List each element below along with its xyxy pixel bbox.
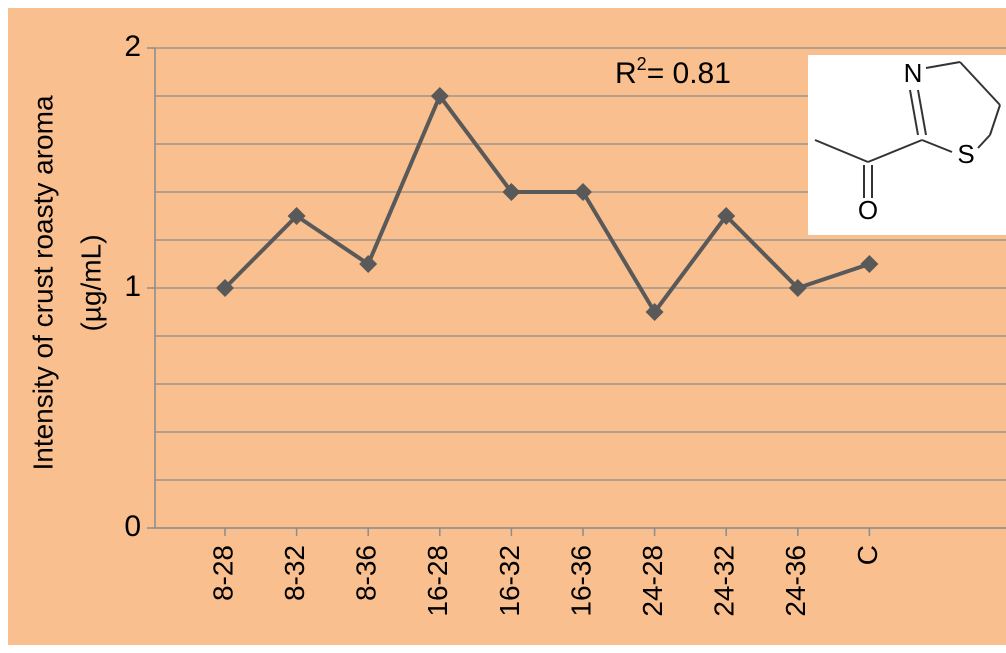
marker bbox=[645, 303, 664, 321]
annotation-text: R bbox=[615, 57, 637, 90]
y-tick-label: 2 bbox=[124, 30, 141, 63]
marker bbox=[287, 207, 306, 225]
x-tick-label: 16-32 bbox=[494, 545, 525, 617]
structure: N S O bbox=[808, 55, 1006, 235]
x-tick-label: 24-28 bbox=[637, 545, 668, 617]
x-tick-label: 16-28 bbox=[422, 545, 453, 617]
marker bbox=[430, 87, 449, 105]
structure-box bbox=[808, 55, 1006, 235]
marker bbox=[359, 255, 378, 273]
annotation: R2= 0.81 bbox=[615, 54, 731, 90]
atom-label: N bbox=[904, 58, 923, 88]
x-tick-label: 24-36 bbox=[780, 545, 811, 617]
y-tick-label: 0 bbox=[124, 510, 141, 543]
x-tick-label: 24-32 bbox=[709, 545, 740, 617]
annotation-sup: 2 bbox=[637, 54, 647, 74]
x-tick-label: 8-32 bbox=[279, 545, 310, 601]
annotation-text: = 0.81 bbox=[647, 57, 731, 90]
marker bbox=[717, 207, 736, 225]
atom-label: S bbox=[957, 139, 974, 169]
marker bbox=[860, 255, 879, 273]
x-tick-label: 8-28 bbox=[207, 545, 238, 601]
y-tick-label: 1 bbox=[124, 270, 141, 303]
marker bbox=[574, 183, 592, 201]
x-tick-label: C bbox=[852, 545, 883, 565]
structure-bonds bbox=[814, 61, 1001, 198]
series-line bbox=[223, 94, 871, 314]
y-axis-label: (µg/mL) bbox=[75, 234, 106, 331]
marker bbox=[502, 183, 521, 201]
marker bbox=[788, 279, 807, 297]
atom-label: O bbox=[858, 195, 878, 225]
x-tick-label: 16-36 bbox=[565, 545, 596, 617]
x-tick-label: 8-36 bbox=[351, 545, 382, 601]
y-axis-label: Intensity of crust roasty aroma bbox=[27, 95, 58, 470]
marker bbox=[216, 279, 234, 297]
